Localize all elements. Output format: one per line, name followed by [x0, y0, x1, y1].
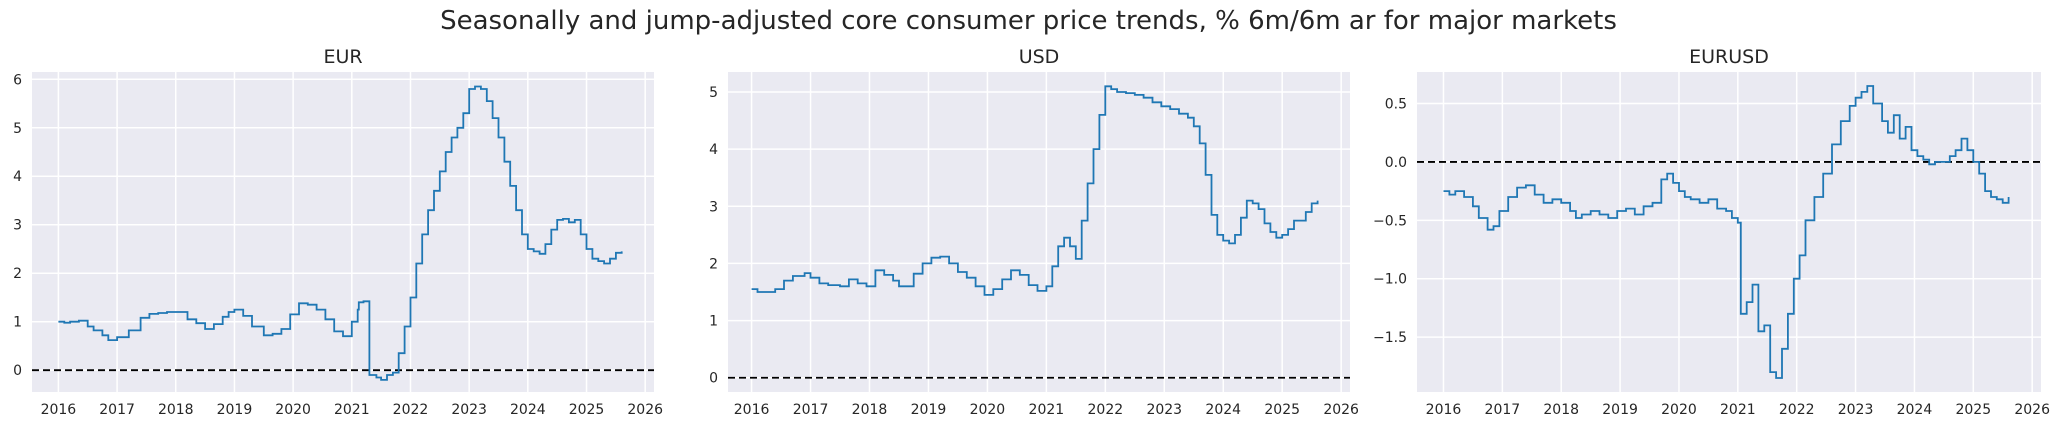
y-tick-label: 5 — [13, 121, 22, 137]
y-tick-label: 2 — [709, 256, 718, 272]
x-tick-label: 2026 — [627, 402, 663, 418]
x-tick-label: 2018 — [1543, 402, 1579, 418]
plot-area — [1417, 72, 2041, 392]
x-tick-label: 2026 — [2014, 402, 2050, 418]
series-line — [58, 85, 623, 381]
x-tick-label: 2021 — [1029, 402, 1065, 418]
x-tick-label: 2018 — [852, 402, 888, 418]
y-tick-label: 0 — [13, 363, 22, 379]
x-tick-label: 2017 — [793, 402, 829, 418]
x-tick-label: 2025 — [1955, 402, 1991, 418]
series-line — [1443, 85, 2010, 379]
x-tick-label: 2021 — [334, 402, 370, 418]
x-tick-label: 2022 — [1779, 402, 1815, 418]
y-tick-label: 4 — [709, 142, 718, 158]
y-tick-label: 4 — [13, 169, 22, 185]
y-tick-label: 0 — [709, 371, 718, 387]
x-tick-label: 2017 — [99, 402, 135, 418]
x-tick-label: 2017 — [1485, 402, 1521, 418]
x-tick-label: 2023 — [451, 402, 487, 418]
x-tick-label: 2019 — [1602, 402, 1638, 418]
x-tick-label: 2025 — [1264, 402, 1300, 418]
plot-area — [32, 72, 654, 392]
panel-title: EUR — [323, 46, 362, 68]
x-tick-label: 2021 — [1720, 402, 1756, 418]
y-tick-label: 1 — [709, 314, 718, 330]
panel-title: USD — [1019, 46, 1060, 68]
x-tick-label: 2019 — [911, 402, 947, 418]
x-tick-label: 2018 — [158, 402, 194, 418]
x-tick-label: 2016 — [41, 402, 77, 418]
x-tick-label: 2023 — [1838, 402, 1874, 418]
y-tick-label: 2 — [13, 266, 22, 282]
x-tick-label: 2020 — [970, 402, 1006, 418]
y-tick-label: −1.0 — [1373, 272, 1407, 288]
x-tick-label: 2020 — [1661, 402, 1697, 418]
series-line — [751, 85, 1319, 296]
y-tick-label: −1.5 — [1373, 330, 1407, 346]
x-tick-label: 2024 — [1205, 402, 1241, 418]
x-tick-label: 2023 — [1146, 402, 1182, 418]
y-tick-label: 0.5 — [1385, 97, 1407, 113]
x-tick-label: 2024 — [1897, 402, 1933, 418]
x-tick-label: 2016 — [734, 402, 770, 418]
panel-title: EURUSD — [1689, 46, 1769, 68]
y-tick-label: 6 — [13, 72, 22, 88]
figure-title: Seasonally and jump-adjusted core consum… — [440, 6, 1617, 36]
x-tick-label: 2022 — [1088, 402, 1124, 418]
y-tick-label: 0.0 — [1385, 155, 1407, 171]
x-tick-label: 2024 — [510, 402, 546, 418]
x-tick-label: 2019 — [217, 402, 253, 418]
x-tick-label: 2020 — [275, 402, 311, 418]
y-tick-label: −0.5 — [1373, 213, 1407, 229]
x-tick-label: 2016 — [1426, 402, 1462, 418]
x-tick-label: 2026 — [1323, 402, 1359, 418]
plot-area — [728, 72, 1350, 392]
y-tick-label: 1 — [13, 315, 22, 331]
x-tick-label: 2025 — [569, 402, 605, 418]
y-tick-label: 3 — [13, 218, 22, 234]
y-tick-label: 3 — [709, 199, 718, 215]
y-tick-label: 5 — [709, 85, 718, 101]
x-tick-label: 2022 — [393, 402, 429, 418]
